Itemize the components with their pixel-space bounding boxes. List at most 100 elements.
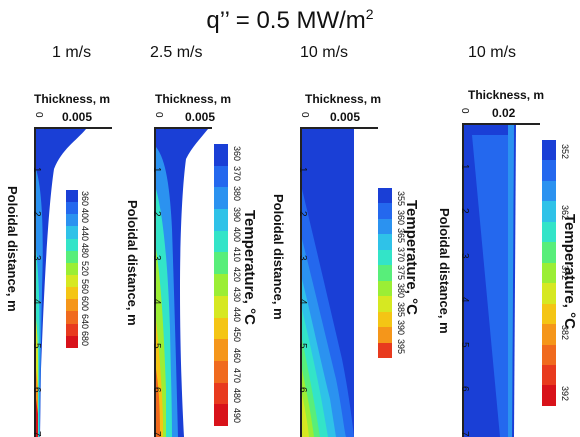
panel-1-colorbar-tick: 560: [80, 278, 90, 294]
panel-2-colorbar-tick: 380: [232, 186, 242, 202]
panel-4-colorbar-segment: [542, 303, 556, 325]
panel-4-field-svg: [464, 125, 540, 437]
panel-4-colorbar-segment: [542, 262, 556, 284]
panel-4-colorbar-segment: [542, 160, 556, 181]
panel-4-x-tick-0: 0: [459, 108, 470, 114]
panel-1-xlabel: Thickness, m: [34, 92, 111, 106]
panel-1-colorbar-segment: [66, 299, 78, 312]
panel-4-colorbar-segment: [542, 242, 556, 263]
panel-3-colorbar-segment: [378, 218, 392, 235]
panel-4-temperature-field: [462, 123, 540, 437]
panel-1-colorbar-segment: [66, 250, 78, 263]
panel-1-colorbar-segment: [66, 202, 78, 215]
panel-2-y-tick: 3: [151, 255, 162, 261]
panel-1-colorbar-segment: [66, 262, 78, 275]
chart-title: q’’ = 0.5 MW/m2: [206, 6, 374, 34]
panel-2-colorbar-segment: [214, 274, 228, 296]
panel-2-y-tick: 5: [151, 343, 162, 349]
panel-2-y-tick: 6: [151, 387, 162, 393]
panel-4-colorbar: [542, 140, 556, 406]
panel-4-y-tick: 5: [459, 341, 470, 348]
panel-3-colorbar-segment: [378, 203, 392, 219]
panel-2-colorbar-segment: [214, 209, 228, 231]
panel-4-y-tick: 1: [459, 163, 470, 170]
panel-2-temperature-field: [154, 127, 212, 437]
panel-2-colorbar-segment: [214, 360, 228, 383]
panel-3-colorbar-segment: [378, 280, 392, 297]
panel-2-band-6: [156, 369, 160, 437]
panel-3-colorbar-segment: [378, 327, 392, 343]
panel-2-field-svg: [156, 129, 212, 437]
panel-4-x-tick-1: 0.02: [492, 106, 516, 120]
panel-1-colorbar-tick: 480: [80, 243, 90, 259]
panel-1-band-1: [36, 129, 86, 437]
panel-4-colorbar-segment: [542, 201, 556, 222]
panel-1-colorbar-segment: [66, 323, 78, 336]
panel-2-colorbar-segment: [214, 165, 228, 188]
panel-4-y-tick: 6: [459, 386, 470, 392]
panel-1-colorbar-segment: [66, 274, 78, 288]
panel-4-velocity: 10 m/s: [468, 44, 517, 61]
panel-2-colorbar-segment: [214, 252, 228, 275]
panel-3-y-tick: 5: [297, 343, 308, 349]
panel-2-colorbar-tick: 480: [232, 387, 242, 403]
panel-3-y-tick: 1: [297, 167, 308, 173]
panel-1-ylabel: Poloidal distance, m: [5, 186, 20, 312]
panel-2-velocity: 2.5 m/s: [150, 44, 203, 61]
panel-2-colorbar-tick: 450: [232, 327, 242, 343]
panel-1-colorbar-segment: [66, 214, 78, 227]
panel-2-colorbar-title: Temperature, °C: [241, 210, 258, 325]
panel-1-y-tick: 6: [31, 387, 42, 393]
panel-3-y-tick: 3: [297, 255, 308, 261]
panel-3-colorbar-segment: [378, 296, 392, 312]
panel-4-colorbar-segment: [542, 324, 556, 345]
panel-3-y-tick: 4: [297, 299, 308, 305]
panel-3-colorbar-segment: [378, 342, 392, 358]
panel-4-colorbar-segment: [542, 385, 556, 406]
panel-2-colorbar-tick: 470: [232, 367, 242, 383]
panel-4-colorbar-title: Temperature, °C: [561, 214, 578, 329]
panel-4-y-tick: 2: [459, 208, 470, 214]
panel-1-colorbar-segment: [66, 287, 78, 300]
panel-4-colorbar-segment: [542, 140, 556, 161]
panel-4-colorbar-tick: 392: [560, 385, 570, 401]
panel-3-colorbar-segment: [378, 311, 392, 328]
panel-3-band-8: [302, 394, 309, 437]
panel-4-colorbar-tick: 352: [560, 144, 570, 160]
panel-2-ylabel: Poloidal distance, m: [125, 200, 140, 326]
panel-2-xlabel: Thickness, m: [155, 92, 232, 106]
panel-4-band-2: [472, 135, 514, 437]
panel-2-colorbar-tick: 490: [232, 407, 242, 423]
panel-2-y-tick: 7: [151, 431, 162, 437]
panel-3-colorbar: [378, 188, 392, 358]
panel-2-colorbar-tick: 360: [232, 146, 242, 162]
panel-3-colorbar-segment: [378, 265, 392, 281]
panel-3-field-svg: [302, 129, 378, 437]
panel-1-x-tick-0: 0: [33, 112, 44, 118]
panel-4-xlabel: Thickness, m: [468, 88, 545, 102]
panel-3-y-tick: 2: [297, 211, 308, 217]
panel-1-colorbar-segment: [66, 226, 78, 239]
panel-2-colorbar-segment: [214, 230, 228, 253]
panel-1-colorbar-segment: [66, 238, 78, 251]
panel-2-colorbar: [214, 144, 228, 426]
panel-2-y-tick: 2: [151, 211, 162, 217]
panel-4-colorbar-segment: [542, 221, 556, 243]
panel-4-y-tick: 4: [459, 297, 470, 303]
panel-2-colorbar-segment: [214, 317, 228, 340]
panel-4-y-tick: 3: [459, 252, 470, 259]
panel-1-colorbar-tick: 360: [80, 190, 90, 206]
panel-1-x-tick-1: 0.005: [62, 110, 93, 124]
panel-1-colorbar-segment: [66, 311, 78, 324]
panel-1-y-tick: 5: [31, 343, 42, 349]
panel-1-y-tick: 7: [31, 431, 42, 437]
panel-2-x-tick-0: 0: [153, 112, 164, 118]
panel-4-colorbar-segment: [542, 283, 556, 304]
panel-3-colorbar-tick: 390: [396, 320, 406, 336]
panel-3-temperature-field: [300, 127, 378, 437]
panel-2-colorbar-segment: [214, 187, 228, 210]
panel-1-y-tick: 2: [31, 211, 42, 217]
panel-3-x-tick-1: 0.005: [330, 110, 361, 124]
panel-1-colorbar-tick: 400: [80, 208, 90, 224]
panel-2-colorbar-segment: [214, 295, 228, 318]
